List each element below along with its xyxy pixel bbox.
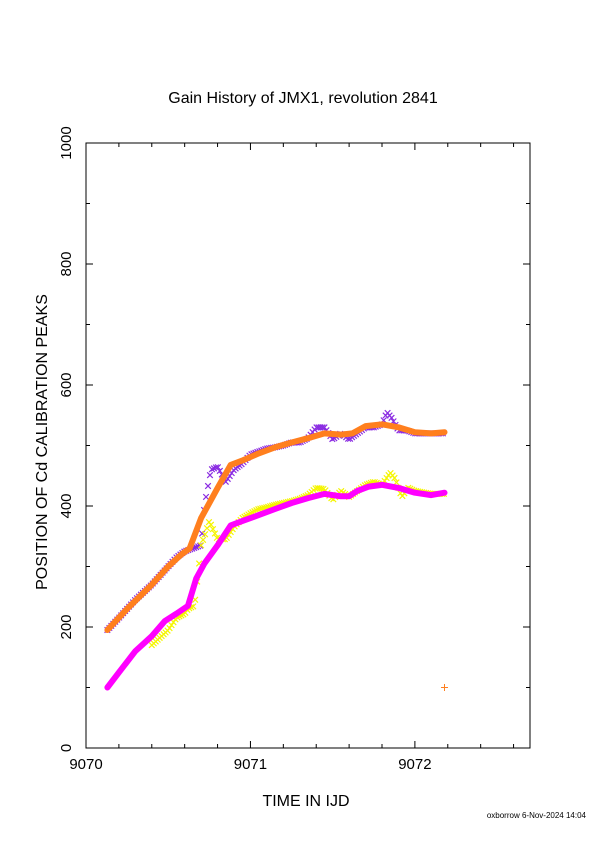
data-marker [388, 414, 395, 422]
data-marker [192, 543, 200, 551]
y-tick-label: 800 [58, 251, 75, 276]
x-axis-label: TIME IN IJD [262, 793, 349, 810]
data-marker [207, 521, 215, 528]
series-1 [104, 421, 448, 633]
series-0 [104, 409, 447, 634]
y-axis-label: POSITION OF Cd CALIBRATION PEAKS [34, 294, 51, 590]
y-tick-label: 1000 [58, 126, 75, 159]
data-marker [211, 530, 219, 537]
data-marker [319, 424, 326, 431]
data-marker [209, 525, 217, 533]
data-marker [208, 466, 216, 473]
x-tick-label: 9071 [234, 756, 267, 773]
data-marker [391, 474, 398, 482]
data-marker [216, 467, 224, 475]
series-3 [104, 481, 448, 691]
y-tick-label: 200 [58, 614, 75, 639]
y-tick-label: 600 [58, 372, 75, 397]
series-4 [440, 684, 448, 691]
series-line [104, 481, 448, 691]
data-marker [383, 474, 390, 482]
data-marker [321, 424, 328, 431]
plot-frame [85, 142, 531, 749]
y-tick-label: 400 [58, 493, 75, 518]
data-marker [214, 464, 222, 471]
data-marker [202, 493, 210, 501]
data-marker [210, 465, 218, 472]
x-tick-label: 9072 [398, 756, 431, 773]
series-2 [148, 469, 448, 649]
footer-stamp: oxborrow 6-Nov-2024 14:04 [487, 811, 587, 820]
data-marker [166, 624, 173, 632]
plot-area: 9070 9071 9072 0 200 400 600 800 1000 [58, 126, 531, 773]
data-marker [201, 531, 209, 538]
data-marker [199, 536, 207, 544]
data-marker [170, 619, 177, 626]
series-layer [104, 409, 448, 691]
data-marker [197, 542, 205, 549]
data-marker [204, 482, 212, 490]
data-marker [206, 471, 214, 479]
chart-title: Gain History of JMX1, revolution 2841 [168, 90, 438, 107]
data-marker [318, 485, 325, 492]
series-line [104, 421, 448, 633]
data-marker [440, 684, 448, 691]
tick-layer: 9070 9071 9072 0 200 400 600 800 1000 [58, 126, 530, 773]
y-tick-label: 0 [58, 744, 75, 752]
x-tick-label: 9070 [69, 756, 102, 773]
data-marker [168, 621, 175, 629]
